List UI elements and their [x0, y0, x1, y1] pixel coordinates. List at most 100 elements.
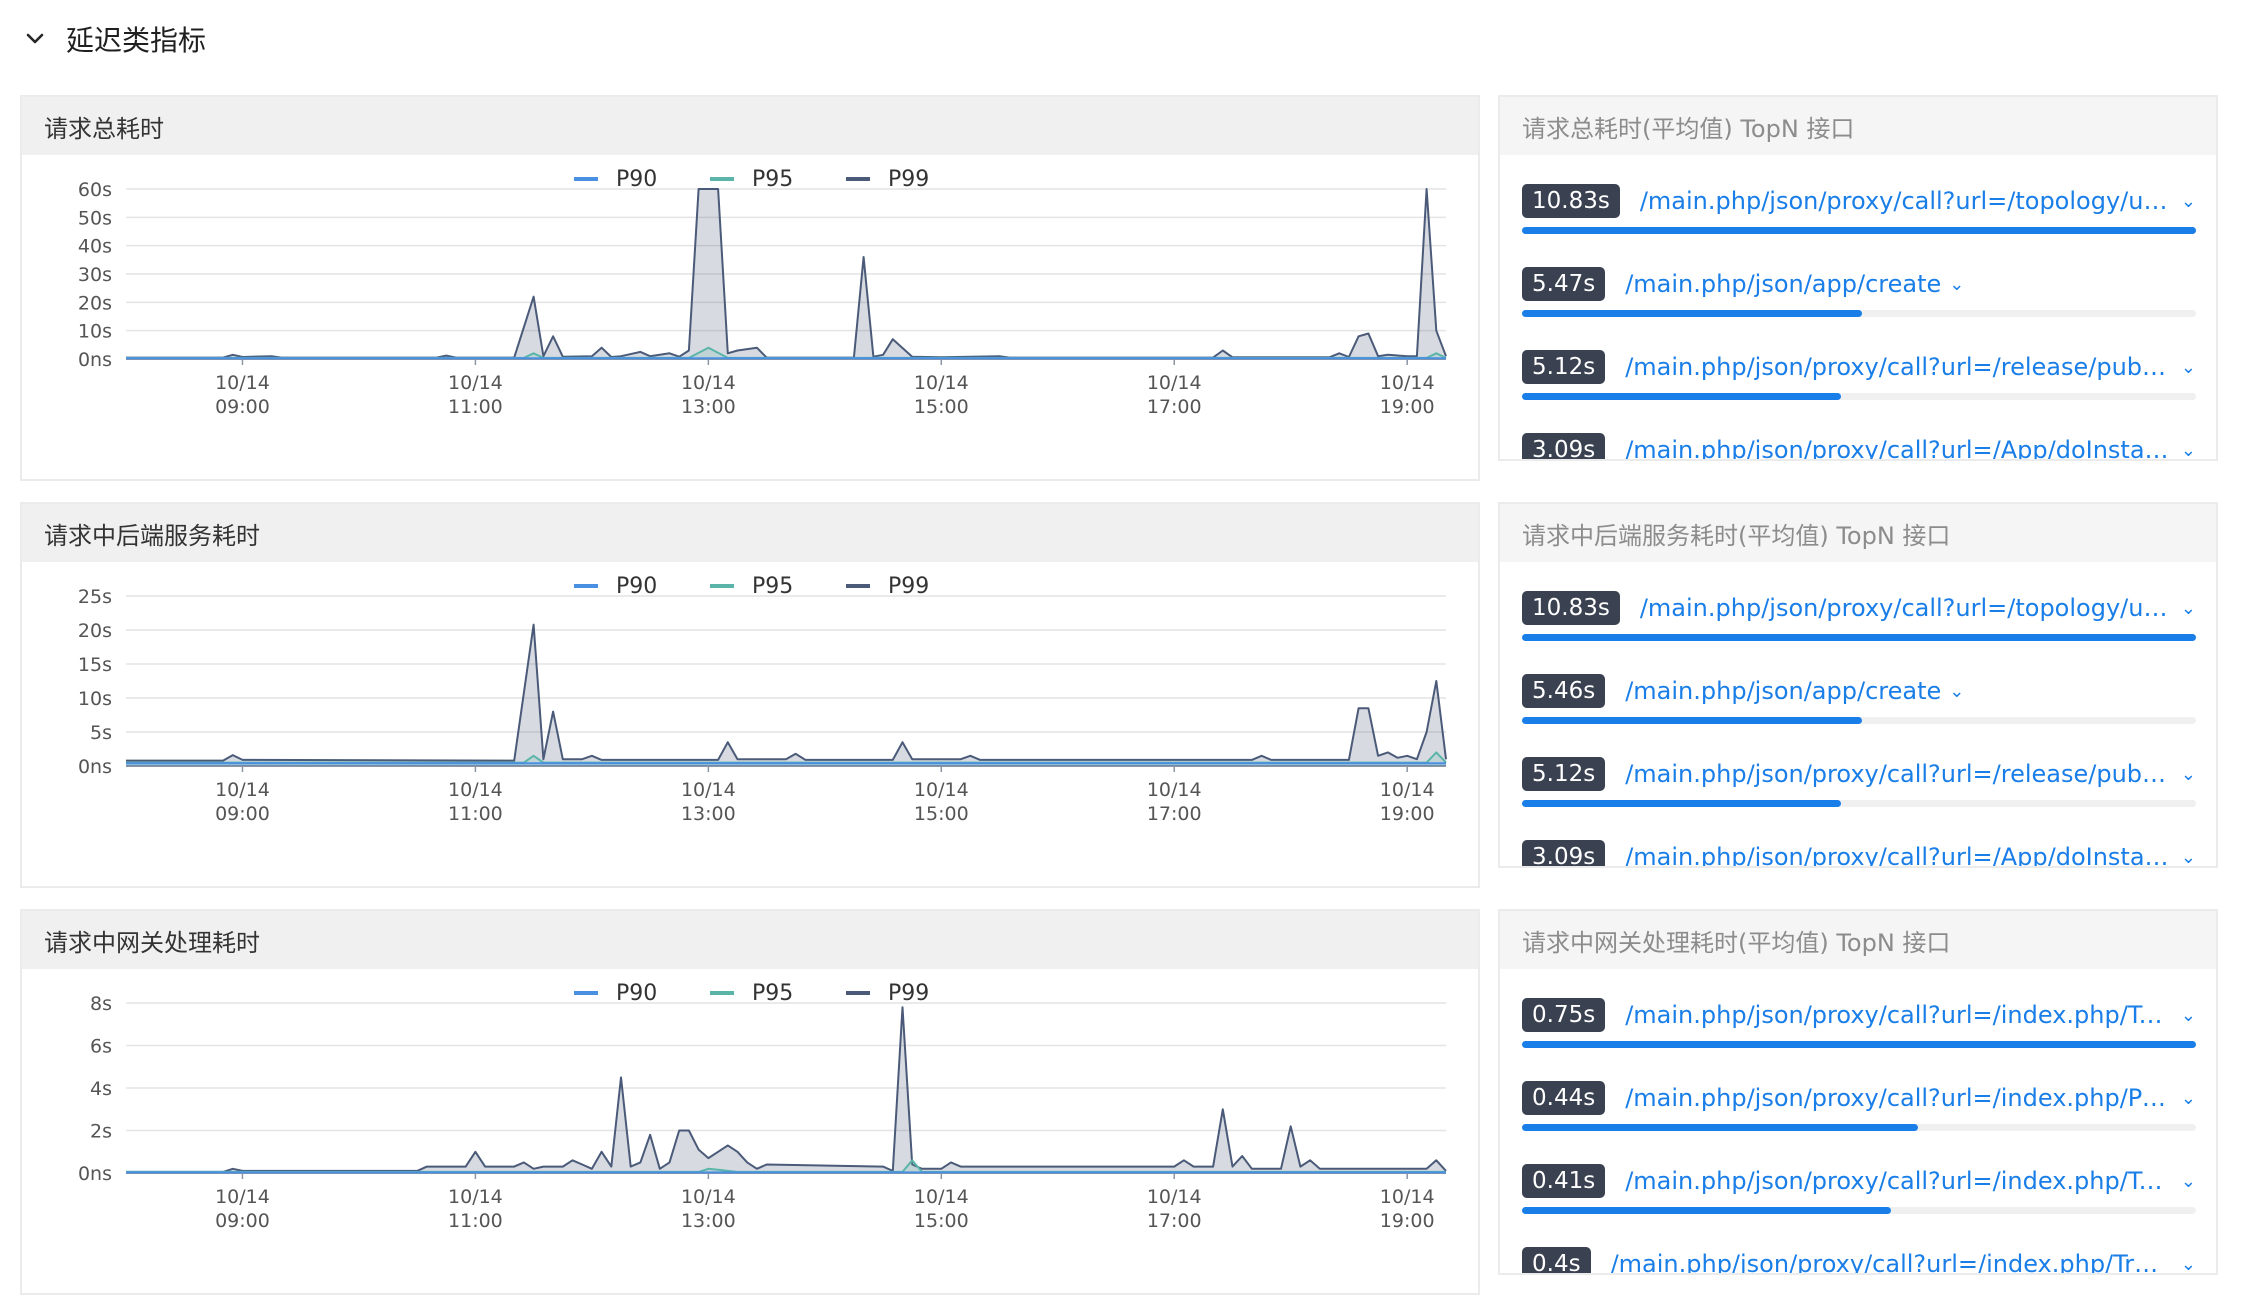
- ratio-bar-track: [1522, 717, 2196, 724]
- topn-item[interactable]: 0.41s/main.php/json/proxy/call?url=/inde…: [1522, 1163, 2196, 1233]
- legend-label: P95: [752, 981, 793, 1006]
- chevron-down-icon[interactable]: ⌄: [2180, 1087, 2196, 1109]
- topn-item[interactable]: 3.09s/main.php/json/proxy/call?url=/App/…: [1522, 432, 2196, 459]
- y-tick-label: 50s: [78, 207, 112, 229]
- y-tick-label: 40s: [78, 236, 112, 258]
- chevron-down-icon[interactable]: ⌄: [2180, 356, 2196, 378]
- latency-badge: 5.47s: [1522, 267, 1606, 301]
- chevron-down-icon[interactable]: ⌄: [2180, 1253, 2196, 1274]
- x-tick-date: 10/14: [1147, 1186, 1202, 1208]
- x-tick-time: 17:00: [1147, 1210, 1202, 1232]
- y-tick-label: 20s: [78, 292, 112, 314]
- y-tick-label: 15s: [78, 654, 112, 676]
- endpoint-link[interactable]: /main.php/json/proxy/call?url=/topology/…: [1639, 594, 2171, 622]
- topn-panel-title: 请求总耗时(平均值) TopN 接口: [1500, 97, 2216, 155]
- endpoint-link[interactable]: /main.php/json/proxy/call?url=/index.php…: [1625, 1084, 2171, 1112]
- x-tick-time: 17:00: [1147, 803, 1202, 825]
- ratio-bar-fill: [1522, 1041, 2196, 1048]
- topn-item-row: 0.75s/main.php/json/proxy/call?url=/inde…: [1522, 997, 2196, 1033]
- topn-panel-title: 请求中网关处理耗时(平均值) TopN 接口: [1500, 911, 2216, 969]
- latency-badge: 0.4s: [1522, 1247, 1591, 1273]
- topn-item[interactable]: 5.47s/main.php/json/app/create ⌄: [1522, 266, 2196, 336]
- x-tick-time: 19:00: [1380, 396, 1435, 418]
- y-tick-label: 0ns: [78, 349, 112, 371]
- y-tick-label: 60s: [78, 179, 112, 201]
- ratio-bar-track: [1522, 1124, 2196, 1131]
- chevron-down-icon[interactable]: ⌄: [2180, 1004, 2196, 1026]
- x-tick-date: 10/14: [914, 779, 969, 801]
- endpoint-link[interactable]: /main.php/json/proxy/call?url=/release/p…: [1625, 353, 2171, 381]
- x-tick-time: 13:00: [681, 396, 736, 418]
- endpoint-link[interactable]: /main.php/json/proxy/call?url=/index.php…: [1610, 1250, 2171, 1273]
- y-tick-label: 2s: [90, 1121, 112, 1143]
- x-tick-date: 10/14: [1380, 779, 1435, 801]
- y-tick-label: 30s: [78, 264, 112, 286]
- chevron-down-icon[interactable]: ⌄: [1949, 273, 1965, 295]
- topn-item[interactable]: 5.12s/main.php/json/proxy/call?url=/rele…: [1522, 756, 2196, 826]
- ratio-bar-fill: [1522, 717, 1862, 724]
- topn-item[interactable]: 0.4s/main.php/json/proxy/call?url=/index…: [1522, 1246, 2196, 1273]
- x-tick-time: 11:00: [448, 803, 503, 825]
- y-tick-label: 10s: [78, 688, 112, 710]
- topn-item[interactable]: 10.83s/main.php/json/proxy/call?url=/top…: [1522, 590, 2196, 660]
- endpoint-link[interactable]: /main.php/json/app/create: [1625, 677, 1942, 705]
- latency-badge: 5.12s: [1522, 350, 1606, 384]
- x-tick-date: 10/14: [1147, 779, 1202, 801]
- x-tick-date: 10/14: [448, 779, 503, 801]
- latency-badge: 10.83s: [1522, 591, 1620, 625]
- x-tick-time: 13:00: [681, 803, 736, 825]
- chevron-down-icon[interactable]: ⌄: [2180, 846, 2196, 867]
- chevron-down-icon[interactable]: ⌄: [2180, 597, 2196, 619]
- x-tick-time: 19:00: [1380, 803, 1435, 825]
- topn-item-row: 3.09s/main.php/json/proxy/call?url=/App/…: [1522, 432, 2196, 459]
- section-header[interactable]: 延迟类指标: [22, 18, 206, 60]
- y-tick-label: 6s: [90, 1036, 112, 1058]
- topn-item[interactable]: 0.75s/main.php/json/proxy/call?url=/inde…: [1522, 997, 2196, 1067]
- latency-chart[interactable]: 0ns5s10s15s20s25s10/1409:0010/1411:0010/…: [22, 562, 1478, 886]
- legend-label: P90: [616, 574, 657, 599]
- topn-panel-title: 请求中后端服务耗时(平均值) TopN 接口: [1500, 504, 2216, 562]
- endpoint-link[interactable]: /main.php/json/proxy/call?url=/release/p…: [1625, 760, 2171, 788]
- chevron-down-icon[interactable]: ⌄: [2180, 763, 2196, 785]
- endpoint-link[interactable]: /main.php/json/proxy/call?url=/index.php…: [1625, 1167, 2171, 1195]
- topn-item-row: 10.83s/main.php/json/proxy/call?url=/top…: [1522, 183, 2196, 219]
- topn-item[interactable]: 3.09s/main.php/json/proxy/call?url=/App/…: [1522, 839, 2196, 866]
- topn-item[interactable]: 5.12s/main.php/json/proxy/call?url=/rele…: [1522, 349, 2196, 419]
- x-tick-time: 15:00: [914, 1210, 969, 1232]
- x-tick-date: 10/14: [1380, 1186, 1435, 1208]
- legend-label: P99: [888, 167, 929, 192]
- endpoint-link[interactable]: /main.php/json/proxy/call?url=/App/doIns…: [1625, 436, 2171, 459]
- endpoint-link[interactable]: /main.php/json/proxy/call?url=/index.php…: [1625, 1001, 2171, 1029]
- chart-panel-title: 请求中网关处理耗时: [22, 911, 1478, 969]
- latency-badge: 10.83s: [1522, 184, 1620, 218]
- endpoint-link[interactable]: /main.php/json/proxy/call?url=/topology/…: [1639, 187, 2171, 215]
- topn-item[interactable]: 5.46s/main.php/json/app/create ⌄: [1522, 673, 2196, 743]
- chevron-down-icon[interactable]: ⌄: [2180, 190, 2196, 212]
- chevron-down-icon[interactable]: [22, 26, 48, 52]
- topn-item[interactable]: 0.44s/main.php/json/proxy/call?url=/inde…: [1522, 1080, 2196, 1150]
- x-tick-time: 17:00: [1147, 396, 1202, 418]
- topn-list: 10.83s/main.php/json/proxy/call?url=/top…: [1500, 562, 2216, 866]
- chart-panel-title: 请求中后端服务耗时: [22, 504, 1478, 562]
- x-tick-date: 10/14: [681, 1186, 736, 1208]
- x-tick-date: 10/14: [448, 1186, 503, 1208]
- endpoint-link[interactable]: /main.php/json/proxy/call?url=/App/doIns…: [1625, 843, 2171, 866]
- topn-item[interactable]: 10.83s/main.php/json/proxy/call?url=/top…: [1522, 183, 2196, 253]
- endpoint-link[interactable]: /main.php/json/app/create: [1625, 270, 1942, 298]
- latency-badge: 0.75s: [1522, 998, 1606, 1032]
- ratio-bar-track: [1522, 393, 2196, 400]
- ratio-bar-fill: [1522, 1124, 1918, 1131]
- y-tick-label: 25s: [78, 586, 112, 608]
- x-tick-date: 10/14: [215, 779, 270, 801]
- latency-chart[interactable]: 0ns2s4s6s8s10/1409:0010/1411:0010/1413:0…: [22, 969, 1478, 1293]
- x-tick-time: 13:00: [681, 1210, 736, 1232]
- chevron-down-icon[interactable]: ⌄: [2180, 439, 2196, 460]
- chevron-down-icon[interactable]: ⌄: [2180, 1170, 2196, 1192]
- x-tick-time: 11:00: [448, 396, 503, 418]
- ratio-bar-track: [1522, 227, 2196, 234]
- ratio-bar-fill: [1522, 227, 2196, 234]
- latency-chart[interactable]: 0ns10s20s30s40s50s60s10/1409:0010/1411:0…: [22, 155, 1478, 479]
- ratio-bar-fill: [1522, 1207, 1891, 1214]
- chevron-down-icon[interactable]: ⌄: [1949, 680, 1965, 702]
- ratio-bar-track: [1522, 634, 2196, 641]
